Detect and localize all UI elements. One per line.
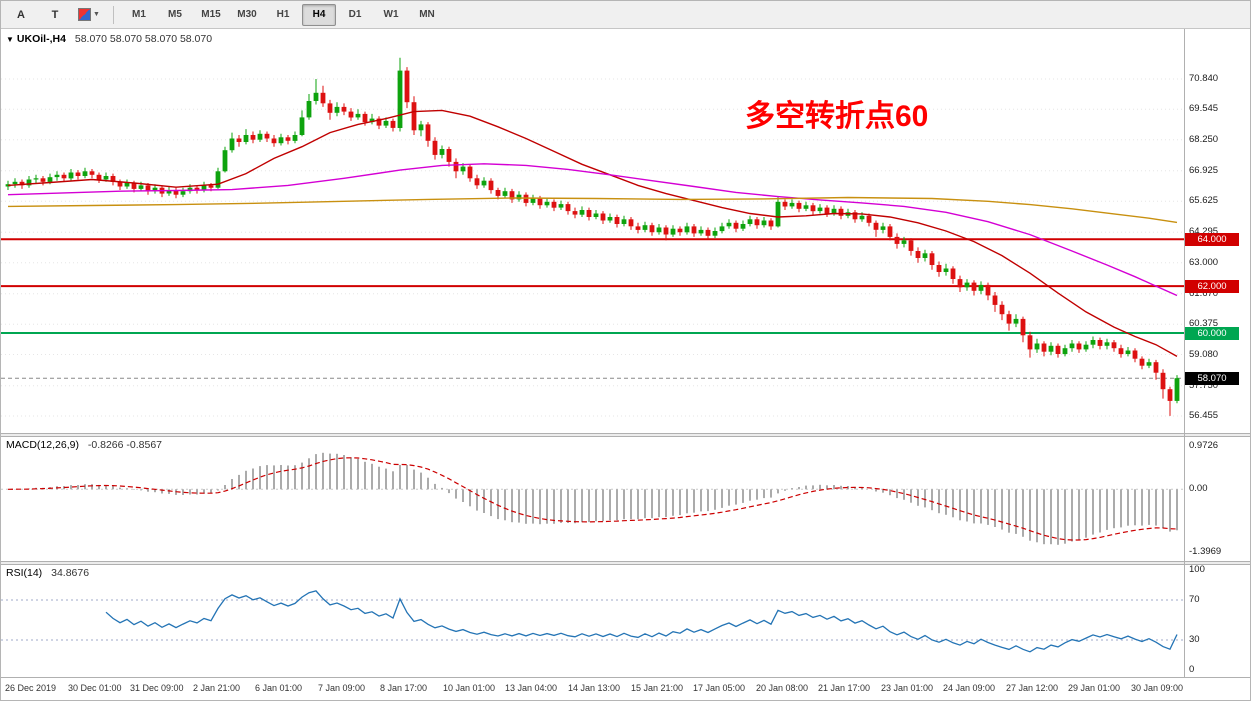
rsi-name: RSI(14) [6,567,43,579]
tf-button-D1[interactable]: D1 [348,9,362,20]
price-axis-label: 63.000 [1189,256,1219,268]
chart-annotation-text: 多空转折点60 [745,100,929,133]
price-chart-canvas[interactable] [1,29,1184,433]
rsi-indicator-pane: RSI(14) 34.8676 100 70 30 0 [1,564,1250,677]
symbol-title: UKOil-,H4 [16,33,66,45]
time-axis-label: 6 Jan 01:00 [255,683,303,693]
macd-values: -0.8266 -0.8567 [87,439,163,451]
time-axis-label: 30 Dec 01:00 [68,683,122,693]
macd-canvas[interactable] [1,437,1184,561]
price-axis-label: 65.625 [1189,195,1219,207]
toolbar-separator [113,5,114,24]
time-axis-label: 24 Jan 09:00 [943,683,996,693]
rsi-canvas[interactable] [1,565,1184,677]
annotate-tool-button[interactable]: A [17,8,25,21]
ohlc-values: 58.070 58.070 58.070 58.070 [74,33,213,45]
price-axis-label: 59.080 [1189,348,1219,360]
rsi-header: RSI(14) 34.8676 [6,567,89,579]
time-axis-label: 17 Jan 05:00 [693,683,746,693]
rsi-value: 34.8676 [51,567,90,579]
current-price-badge: 58.070 [1185,371,1239,385]
macd-axis-label: -1.3969 [1189,546,1222,558]
timeframe-toolbar: M1 M5 M15 M30 H1 H4 D1 W1 MN [122,3,444,26]
macd-axis-label: 0.9726 [1189,439,1219,451]
price-axis-label: 68.250 [1189,133,1219,145]
price-axis-label: 66.925 [1189,164,1219,176]
time-axis-label: 2 Jan 21:00 [193,683,241,693]
time-axis-label: 29 Jan 01:00 [1068,683,1121,693]
time-axis-label: 30 Jan 09:00 [1131,683,1184,693]
palette-icon [78,8,92,21]
rsi-axis-label: 70 [1189,594,1200,605]
time-axis-label: 8 Jan 17:00 [380,683,428,693]
pane-separator-macd[interactable] [1,433,1250,437]
caret-down-icon: ▼ [93,11,100,18]
tf-button-H1[interactable]: H1 [276,9,290,20]
time-axis[interactable]: 26 Dec 2019 30 Dec 01:00 31 Dec 09:00 2 Jan… [1,677,1250,700]
time-axis-label: 21 Jan 17:00 [818,683,871,693]
tf-button-W1[interactable]: W1 [383,9,399,20]
price-level-badge: 64.000 [1185,232,1239,246]
price-level-badge: 62.000 [1185,279,1239,293]
time-axis-label: 20 Jan 08:00 [756,683,809,693]
tf-button-M15[interactable]: M15 [201,9,221,20]
macd-name: MACD(12,26,9) [6,439,79,451]
time-axis-label: 13 Jan 04:00 [505,683,558,693]
text-tool-button[interactable]: T [39,4,71,26]
tf-button-M5[interactable]: M5 [168,9,182,20]
tf-button-H4[interactable]: H4 [302,3,336,26]
macd-header: MACD(12,26,9) -0.8266 -0.8567 [6,439,162,451]
price-axis-label: 70.840 [1189,73,1219,84]
price-axis-label: 56.455 [1189,410,1219,421]
colors-dropdown-button[interactable]: ▼ [73,4,105,26]
app-toolbar: A T ▼ M1 M5 M15 M30 H1 H4 D1 W1 MN [1,1,1250,29]
rsi-axis-label: 0 [1189,664,1195,675]
time-axis-label: 31 Dec 09:00 [130,683,184,693]
price-axis-label: 61.670 [1189,287,1219,299]
symbol-dropdown-icon[interactable]: ▼ [6,35,14,44]
rsi-axis-label: 100 [1189,564,1205,575]
price-axis-label: 69.545 [1189,103,1219,115]
price-level-badge: 60.000 [1185,326,1239,340]
text-tool-label: T [51,8,59,21]
time-axis-label: 10 Jan 01:00 [443,683,496,693]
macd-axis-label: 0.00 [1189,483,1208,495]
time-axis-label: 7 Jan 09:00 [318,683,366,693]
time-axis-label: 14 Jan 13:00 [568,683,621,693]
rsi-axis-label: 30 [1189,634,1200,645]
time-axis-label: 23 Jan 01:00 [881,683,934,693]
price-axis-label: 60.375 [1189,318,1219,330]
tf-button-M1[interactable]: M1 [132,9,146,20]
time-axis-label: 26 Dec 2019 [5,683,57,693]
pane-separator-rsi[interactable] [1,561,1250,565]
tf-button-M30[interactable]: M30 [237,9,257,20]
price-axis-border [1184,29,1185,677]
price-axis-label: 64.295 [1189,226,1218,238]
price-chart-pane: ▼ UKOil-,H4 58.070 58.070 58.070 58.070 多… [1,29,1250,433]
tf-button-MN[interactable]: MN [419,9,435,20]
macd-indicator-pane: MACD(12,26,9) -0.8266 -0.8567 0.9726 0.00… [1,437,1250,561]
time-axis-label: 27 Jan 12:00 [1006,683,1059,693]
price-axis-label: 57.750 [1189,379,1219,391]
time-axis-label: 15 Jan 21:00 [631,683,684,693]
chart-ohlc-header: ▼ UKOil-,H4 58.070 58.070 58.070 58.070 [6,33,212,45]
